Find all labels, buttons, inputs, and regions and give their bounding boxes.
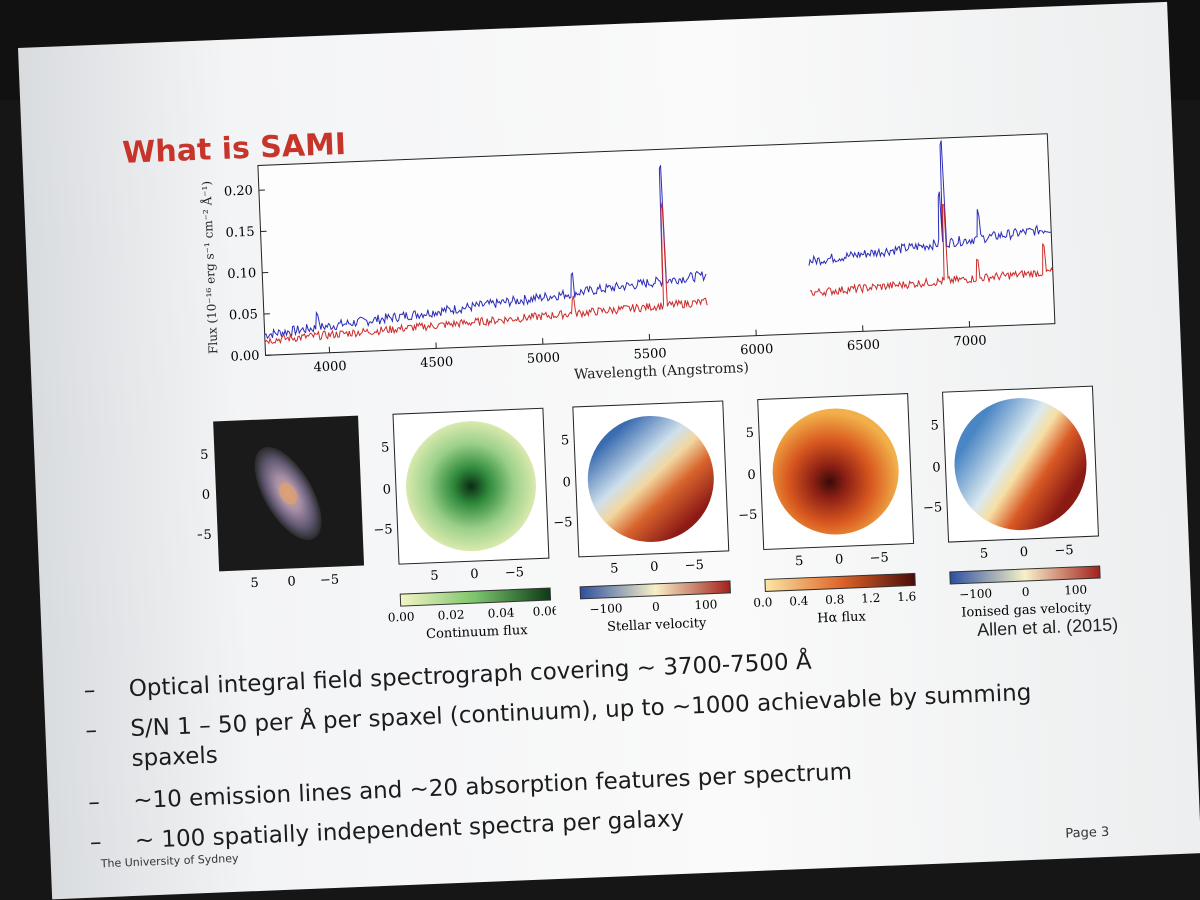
spectrum-xtick-label: 6500 (847, 338, 881, 354)
cbar-tick: 0.00 (388, 610, 415, 625)
map-xtick: 0 (470, 567, 479, 582)
colorbar-label: Stellar velocity (607, 616, 707, 635)
spectrum-red-series (264, 202, 1054, 345)
continuum-flux-map (405, 421, 536, 552)
map-xtick: 0 (1020, 545, 1029, 560)
map-ytick: 5 (745, 426, 754, 441)
galaxy-image-panel: 5 0 −5 5 0 −5 (193, 415, 365, 591)
spectrum-ytick-label: 0.15 (225, 225, 255, 241)
galaxy-core (278, 482, 298, 505)
map-xtick: 0 (287, 574, 296, 589)
colorbar-label: Hα flux (817, 609, 867, 626)
spectrum-ytick-label: 0.10 (227, 266, 257, 282)
citation: Allen et al. (2015) (976, 614, 1119, 640)
ionised-gas-velocity-map (954, 398, 1087, 531)
bullet-dash: – (83, 677, 96, 704)
colorbar (949, 565, 1101, 585)
map-xtick: 5 (795, 554, 804, 569)
spectrum-y-ticks: 0.00 0.05 0.10 0.15 0.20 (224, 183, 272, 365)
colorbar-label: Continuum flux (426, 623, 529, 642)
bullet-dash: – (84, 717, 98, 744)
colorbar-label: Ionised gas velocity (961, 600, 1092, 620)
continuum-flux-panel: 5 0 −5 5 0 −5 0.00 0.02 0.04 0.06 Contin… (373, 407, 557, 642)
cbar-tick: 100 (1064, 583, 1087, 598)
map-ytick: −5 (923, 500, 943, 516)
cbar-tick: 0.8 (825, 592, 845, 607)
map-xtick: −5 (869, 550, 889, 566)
cbar-tick: 100 (694, 597, 717, 612)
spectrum-x-label: Wavelength (Angstroms) (574, 360, 749, 383)
spectrum-xtick-label: 6000 (740, 342, 774, 358)
map-ytick: 0 (382, 482, 391, 497)
spectrum-xtick-label: 5500 (633, 346, 667, 362)
spectrum-ytick-label: 0.20 (224, 183, 254, 199)
spectrum-axes-frame (257, 133, 1056, 356)
map-ytick: 5 (561, 433, 570, 448)
map-xtick: −5 (320, 573, 340, 589)
map-ytick: 0 (202, 488, 211, 503)
map-ytick: −5 (738, 508, 758, 524)
map-ytick: 0 (562, 475, 571, 490)
stellar-velocity-map (587, 415, 714, 542)
map-ytick: 5 (381, 440, 390, 455)
colorbar (764, 572, 916, 592)
map-ytick: −5 (193, 528, 212, 544)
stellar-velocity-panel: 5 0 −5 5 0 −5 −100 0 100 Stellar velocit… (553, 400, 731, 635)
map-xtick: −5 (505, 565, 525, 581)
cbar-tick: 0.4 (789, 594, 809, 609)
ionised-gas-velocity-panel: 5 0 −5 5 0 −5 −100 0 100 Ionised gas vel… (923, 385, 1101, 621)
cbar-tick: 0.04 (487, 606, 515, 621)
cbar-tick: 1.6 (897, 589, 917, 604)
map-xtick: 5 (250, 576, 259, 591)
spectrum-plot: 0.00 0.05 0.10 0.15 0.20 4000 4500 5000 5500 600… (198, 133, 1056, 383)
bullet-dash: – (89, 829, 102, 856)
halpha-flux-panel: 5 0 −5 5 0 −5 0.0 0.4 0.8 1.2 1.6 Hα flu… (738, 393, 917, 626)
map-xtick: −5 (684, 558, 704, 574)
map-ytick: −5 (373, 522, 393, 538)
cbar-tick: 0.02 (437, 608, 464, 623)
spectrum-xtick-label: 7000 (953, 333, 987, 349)
spectrum-series (264, 140, 1054, 345)
spectrum-ytick-label: 0.00 (230, 349, 260, 365)
page-number: Page 3 (1065, 824, 1110, 842)
cbar-tick: 0.0 (753, 595, 773, 610)
map-xtick: 5 (980, 546, 989, 561)
colorbar (579, 580, 731, 600)
cbar-tick: 0 (1022, 585, 1030, 599)
map-xtick: 5 (430, 569, 439, 584)
map-ytick: 5 (200, 448, 209, 463)
map-xtick: 0 (650, 560, 659, 575)
halpha-flux-map (772, 408, 899, 535)
map-ytick: 0 (747, 468, 756, 483)
cbar-tick: 1.2 (861, 591, 881, 606)
spectrum-x-ticks: 4000 4500 5000 5500 6000 6500 7000 (313, 321, 987, 375)
bullet-list: – Optical integral field spectrograph cov… (83, 634, 1132, 856)
cbar-tick: −100 (589, 601, 623, 616)
spectrum-xtick-label: 5000 (527, 351, 561, 367)
presentation-slide: What is SAMI 0.00 0.05 0.10 0.15 0.20 4000 45… (18, 1, 1200, 900)
map-xtick: 5 (610, 561, 619, 576)
map-ytick: −5 (553, 515, 573, 531)
spectrum-ytick-label: 0.05 (229, 307, 259, 323)
map-xtick: −5 (1054, 543, 1074, 559)
cbar-tick: −100 (959, 586, 993, 601)
map-xtick: 0 (835, 552, 844, 567)
spectrum-xtick-label: 4500 (420, 355, 454, 371)
spectrum-blue-series (264, 140, 1052, 340)
colorbar (399, 587, 552, 607)
cbar-tick: 0 (652, 600, 660, 614)
map-ytick: 0 (932, 460, 941, 475)
bullet-dash: – (87, 789, 101, 816)
spectrum-xtick-label: 4000 (313, 359, 347, 375)
spectrum-y-label: Flux (10⁻¹⁶ erg s⁻¹ cm⁻² Å⁻¹) (198, 181, 220, 355)
cbar-tick: 0.06 (532, 604, 557, 619)
map-ytick: 5 (930, 418, 939, 433)
